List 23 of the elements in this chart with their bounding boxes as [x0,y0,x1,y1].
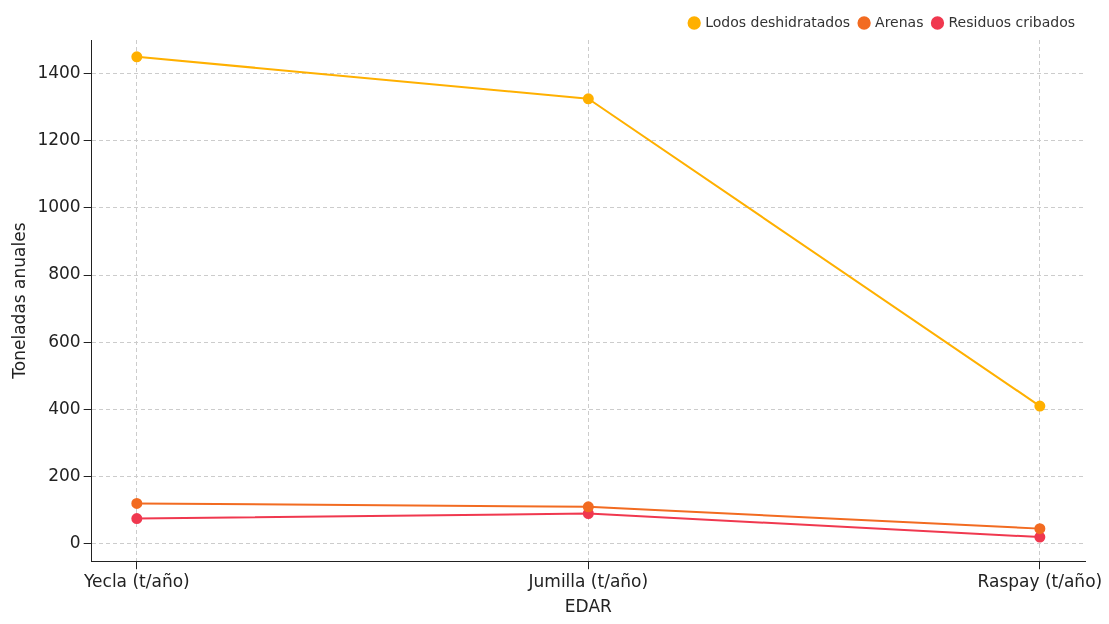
point [1034,523,1046,535]
y-tick-label: 0 [69,532,81,553]
point [131,497,143,509]
y-tick-label: 1400 [37,62,81,82]
legend-label: Residuos cribados [948,13,1076,30]
y-tick-label: 800 [48,263,81,284]
point [131,513,143,525]
x-tick-label: Jumilla (t/año) [527,570,649,591]
y-tick-label: 400 [48,397,81,418]
y-tick-label: 1200 [37,129,81,150]
x-axis-title: EDAR [564,596,612,617]
y-tick-label: 200 [48,464,81,485]
legend-label: Lodos deshidratados [705,13,851,30]
point [131,51,143,63]
x-tick-label: Yecla (t/año) [82,570,190,591]
legend-label: Arenas [875,13,924,30]
y-axis-title: Toneladas anuales [8,222,29,380]
x-tick-label: Raspay (t/año) [977,570,1103,591]
point [1034,400,1046,412]
y-tick-label: 1000 [37,196,81,217]
point [582,501,594,513]
y-tick-label: 600 [48,330,81,351]
point [582,93,594,105]
